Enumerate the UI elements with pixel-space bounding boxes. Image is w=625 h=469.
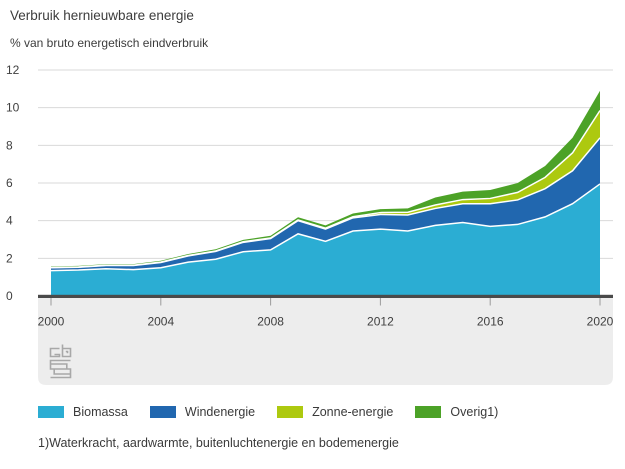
legend-item-overig: Overig1) [415, 405, 498, 419]
legend-swatch-biomassa [38, 406, 64, 418]
y-tick-label: 6 [6, 176, 13, 190]
legend-item-zonne-energie: Zonne-energie [277, 405, 393, 419]
y-tick-label: 10 [6, 101, 20, 115]
x-tick-label: 2020 [587, 315, 614, 329]
cbs-logo-path [49, 359, 72, 379]
legend-label-biomassa: Biomassa [73, 405, 128, 419]
legend-swatch-overig [415, 406, 442, 418]
chart-footnote: 1)Waterkracht, aardwarmte, buitenluchten… [38, 436, 399, 450]
legend-item-biomassa: Biomassa [38, 405, 128, 419]
x-tick-label: 2000 [38, 315, 65, 329]
legend-label-windenergie: Windenergie [184, 405, 256, 419]
chart-legend: Biomassa Windenergie Zonne-energie Overi… [38, 405, 498, 419]
legend-label-overig: Overig1) [450, 405, 499, 419]
cbs-logo-path [61, 344, 72, 358]
stacked-area-chart: 2000 2004 2008 2012 2016 2020 0 2 4 6 8 10 12 [6, 63, 614, 385]
y-tick-label: 2 [6, 251, 13, 265]
cbs-logo [49, 344, 72, 379]
y-tick-label: 0 [6, 289, 13, 303]
band-separator [50, 183, 601, 272]
x-axis-line [38, 294, 613, 298]
x-tick-label: 2012 [367, 315, 394, 329]
chart-title: Verbruik hernieuwbare energie [10, 8, 194, 23]
legend-item-windenergie: Windenergie [149, 405, 256, 419]
band-separator [50, 110, 601, 269]
y-tick-label: 12 [6, 63, 20, 77]
x-tick-label: 2004 [147, 315, 174, 329]
y-tick-label: 8 [6, 138, 13, 152]
area-band-biomassa [51, 183, 600, 296]
x-tick-label: 2008 [257, 315, 284, 329]
y-tick-label: 4 [6, 214, 13, 228]
legend-swatch-zonne-energie [277, 406, 304, 418]
cbs-logo-path [49, 347, 61, 358]
x-tick-label: 2016 [477, 315, 504, 329]
legend-label-zonne-energie: Zonne-energie [312, 405, 394, 419]
legend-swatch-windenergie [149, 406, 176, 418]
x-axis-band [38, 298, 613, 385]
chart-subtitle: % van bruto energetisch eindverbruik [10, 36, 209, 50]
